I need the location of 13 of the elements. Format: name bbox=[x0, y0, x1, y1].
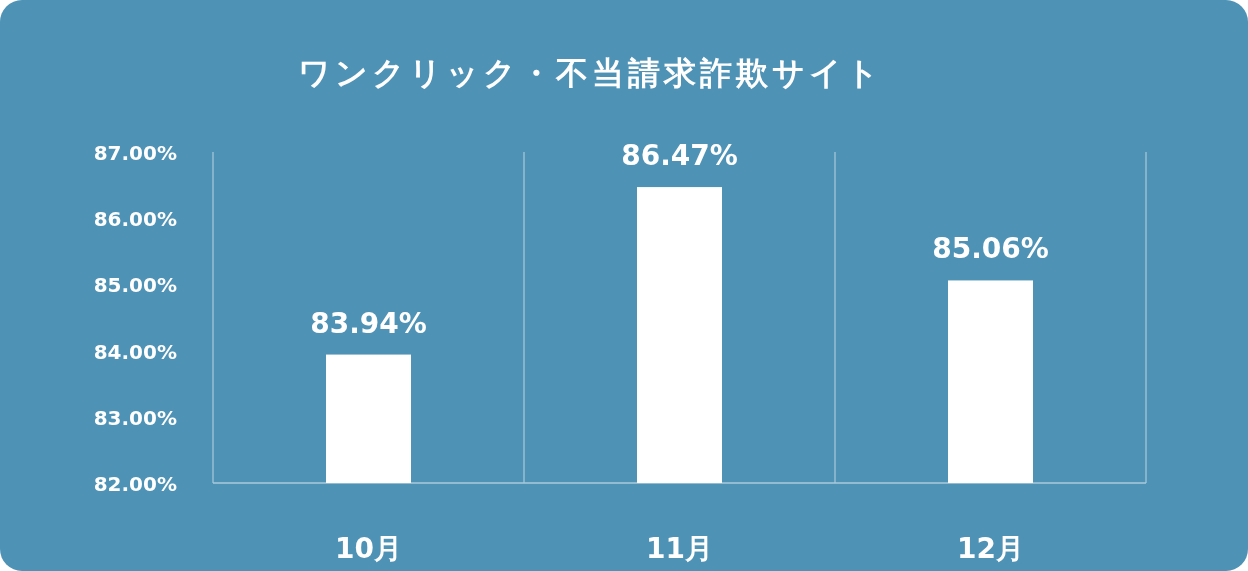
x-tick-label: 11月 bbox=[646, 532, 713, 565]
y-tick-label: 82.00% bbox=[93, 472, 177, 496]
y-tick-label: 86.00% bbox=[93, 207, 177, 232]
data-label: 85.06% bbox=[932, 232, 1049, 266]
y-tick-label: 84.00% bbox=[93, 339, 177, 364]
x-tick-label: 12月 bbox=[957, 532, 1024, 565]
data-label: 83.94% bbox=[310, 306, 427, 340]
y-tick-label: 87.00% bbox=[93, 141, 177, 165]
y-tick-label: 85.00% bbox=[93, 273, 177, 298]
x-tick-label: 10月 bbox=[335, 532, 402, 565]
chart-title: ワンクリック・不当請求詐欺サイト bbox=[297, 54, 883, 92]
data-label: 86.47% bbox=[621, 139, 738, 173]
y-tick-label: 83.00% bbox=[93, 405, 177, 430]
